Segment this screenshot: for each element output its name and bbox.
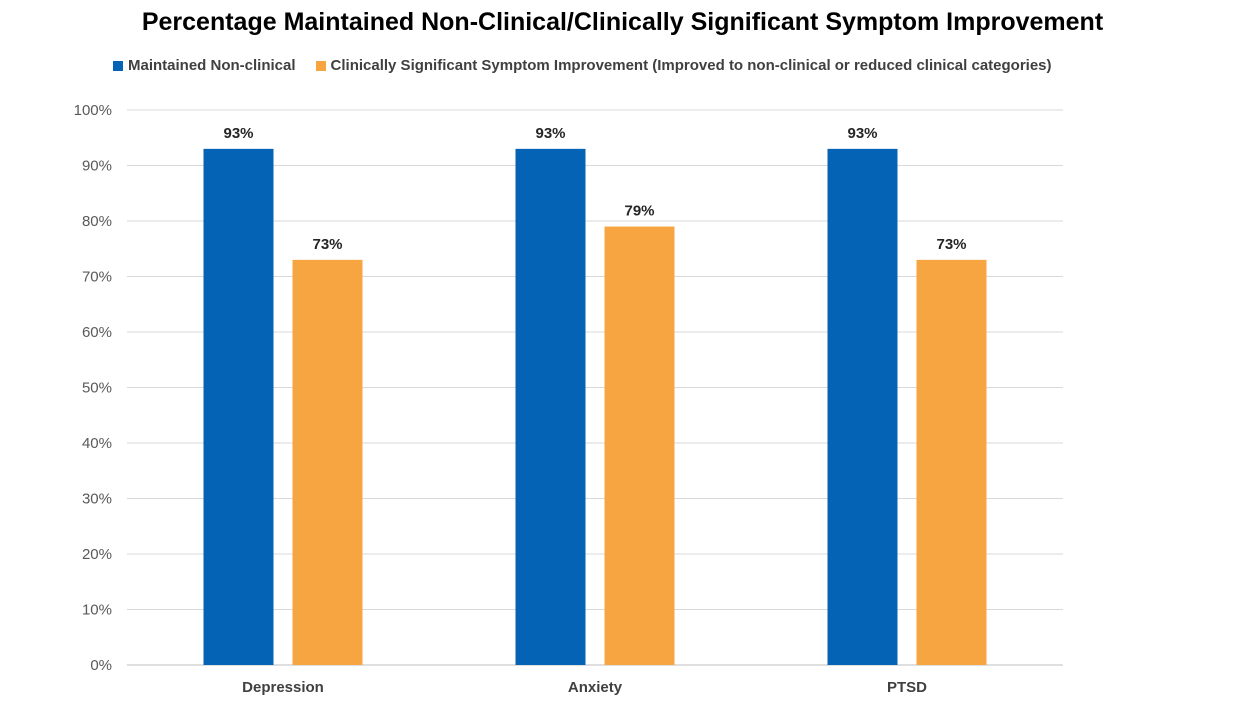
y-tick-label: 90% <box>82 158 112 175</box>
x-category-label: PTSD <box>887 679 927 696</box>
bar <box>292 259 363 665</box>
data-label: 93% <box>223 125 253 142</box>
legend-item-series-2: Clinically Significant Symptom Improveme… <box>315 57 1052 74</box>
y-tick-label: 20% <box>82 546 112 563</box>
y-tick-label: 40% <box>82 435 112 452</box>
legend-label-series-1: Maintained Non-clinical <box>128 57 296 74</box>
data-label: 79% <box>624 203 654 220</box>
x-category-label: Anxiety <box>568 679 623 696</box>
y-tick-label: 100% <box>74 102 112 119</box>
y-tick-label: 10% <box>82 602 112 619</box>
data-label: 73% <box>312 236 342 253</box>
bar <box>515 148 586 666</box>
y-tick-label: 80% <box>82 213 112 230</box>
bar <box>916 259 987 665</box>
x-category-label: Depression <box>242 679 324 696</box>
y-tick-label: 50% <box>82 380 112 397</box>
legend-label-series-2: Clinically Significant Symptom Improveme… <box>330 57 1052 74</box>
legend-swatch-series-2 <box>315 60 326 71</box>
data-label: 73% <box>936 236 966 253</box>
y-tick-label: 70% <box>82 269 112 286</box>
y-tick-label: 30% <box>82 491 112 508</box>
data-label: 93% <box>535 125 565 142</box>
bar <box>827 148 898 666</box>
data-label: 93% <box>847 125 877 142</box>
legend: Maintained Non-clinical Clinically Signi… <box>113 57 1072 74</box>
y-tick-label: 60% <box>82 324 112 341</box>
legend-swatch-series-1 <box>113 60 123 71</box>
chart-title: Percentage Maintained Non-Clinical/Clini… <box>141 8 1104 36</box>
bar <box>203 148 274 666</box>
bar <box>604 226 675 666</box>
y-tick-label: 0% <box>90 657 112 674</box>
legend-item-series-1: Maintained Non-clinical <box>113 57 296 74</box>
